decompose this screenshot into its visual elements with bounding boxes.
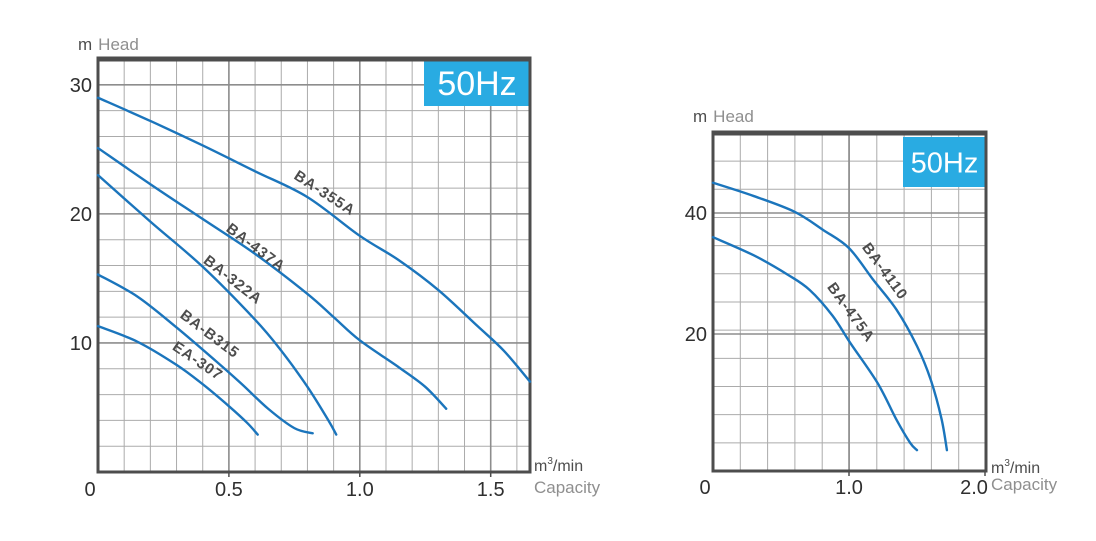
x-axis-unit: m3/min: [991, 458, 1040, 477]
y-tick-label-20: 20: [685, 324, 707, 346]
frequency-badge: [424, 60, 530, 106]
y-tick-label-10: 10: [70, 333, 92, 355]
x-tick-label-1.5: 1.5: [477, 479, 505, 501]
x-axis-title-capacity: Capacity: [991, 475, 1058, 494]
x-tick-label-1.0: 1.0: [835, 477, 863, 499]
curve-BA-B315: [96, 273, 314, 435]
curve-BA-355A: [96, 96, 532, 383]
curve-EA-307: [96, 324, 259, 436]
chart-left: 50HzBA-355ABA-437ABA-322ABA-B315EA-30710…: [70, 35, 601, 501]
curve-BA-4110: [711, 181, 949, 452]
y-tick-label-40: 40: [685, 203, 707, 225]
curve-label-BA-437A: BA-437A: [223, 220, 289, 275]
y-tick-label-30: 30: [70, 75, 92, 97]
x-tick-label-0.5: 0.5: [215, 479, 243, 501]
frequency-badge: [903, 137, 986, 187]
curve-BA-437A: [96, 146, 448, 410]
y-axis-title: m Head: [693, 107, 754, 126]
x-tick-label-0: 0: [699, 477, 710, 499]
x-tick-label-1.0: 1.0: [346, 479, 374, 501]
x-tick-label-2.0: 2.0: [960, 477, 988, 499]
curve-BA-475A: [711, 236, 919, 452]
frequency-badge-label: 50Hz: [437, 65, 516, 103]
curve-BA-322A: [96, 173, 338, 436]
x-axis-title-capacity: Capacity: [534, 478, 601, 497]
x-axis-unit: m3/min: [534, 456, 583, 475]
x-tick-label-0: 0: [84, 479, 95, 501]
y-axis-title: m Head: [78, 35, 139, 54]
y-tick-label-20: 20: [70, 204, 92, 226]
frequency-badge-label: 50Hz: [911, 147, 979, 179]
